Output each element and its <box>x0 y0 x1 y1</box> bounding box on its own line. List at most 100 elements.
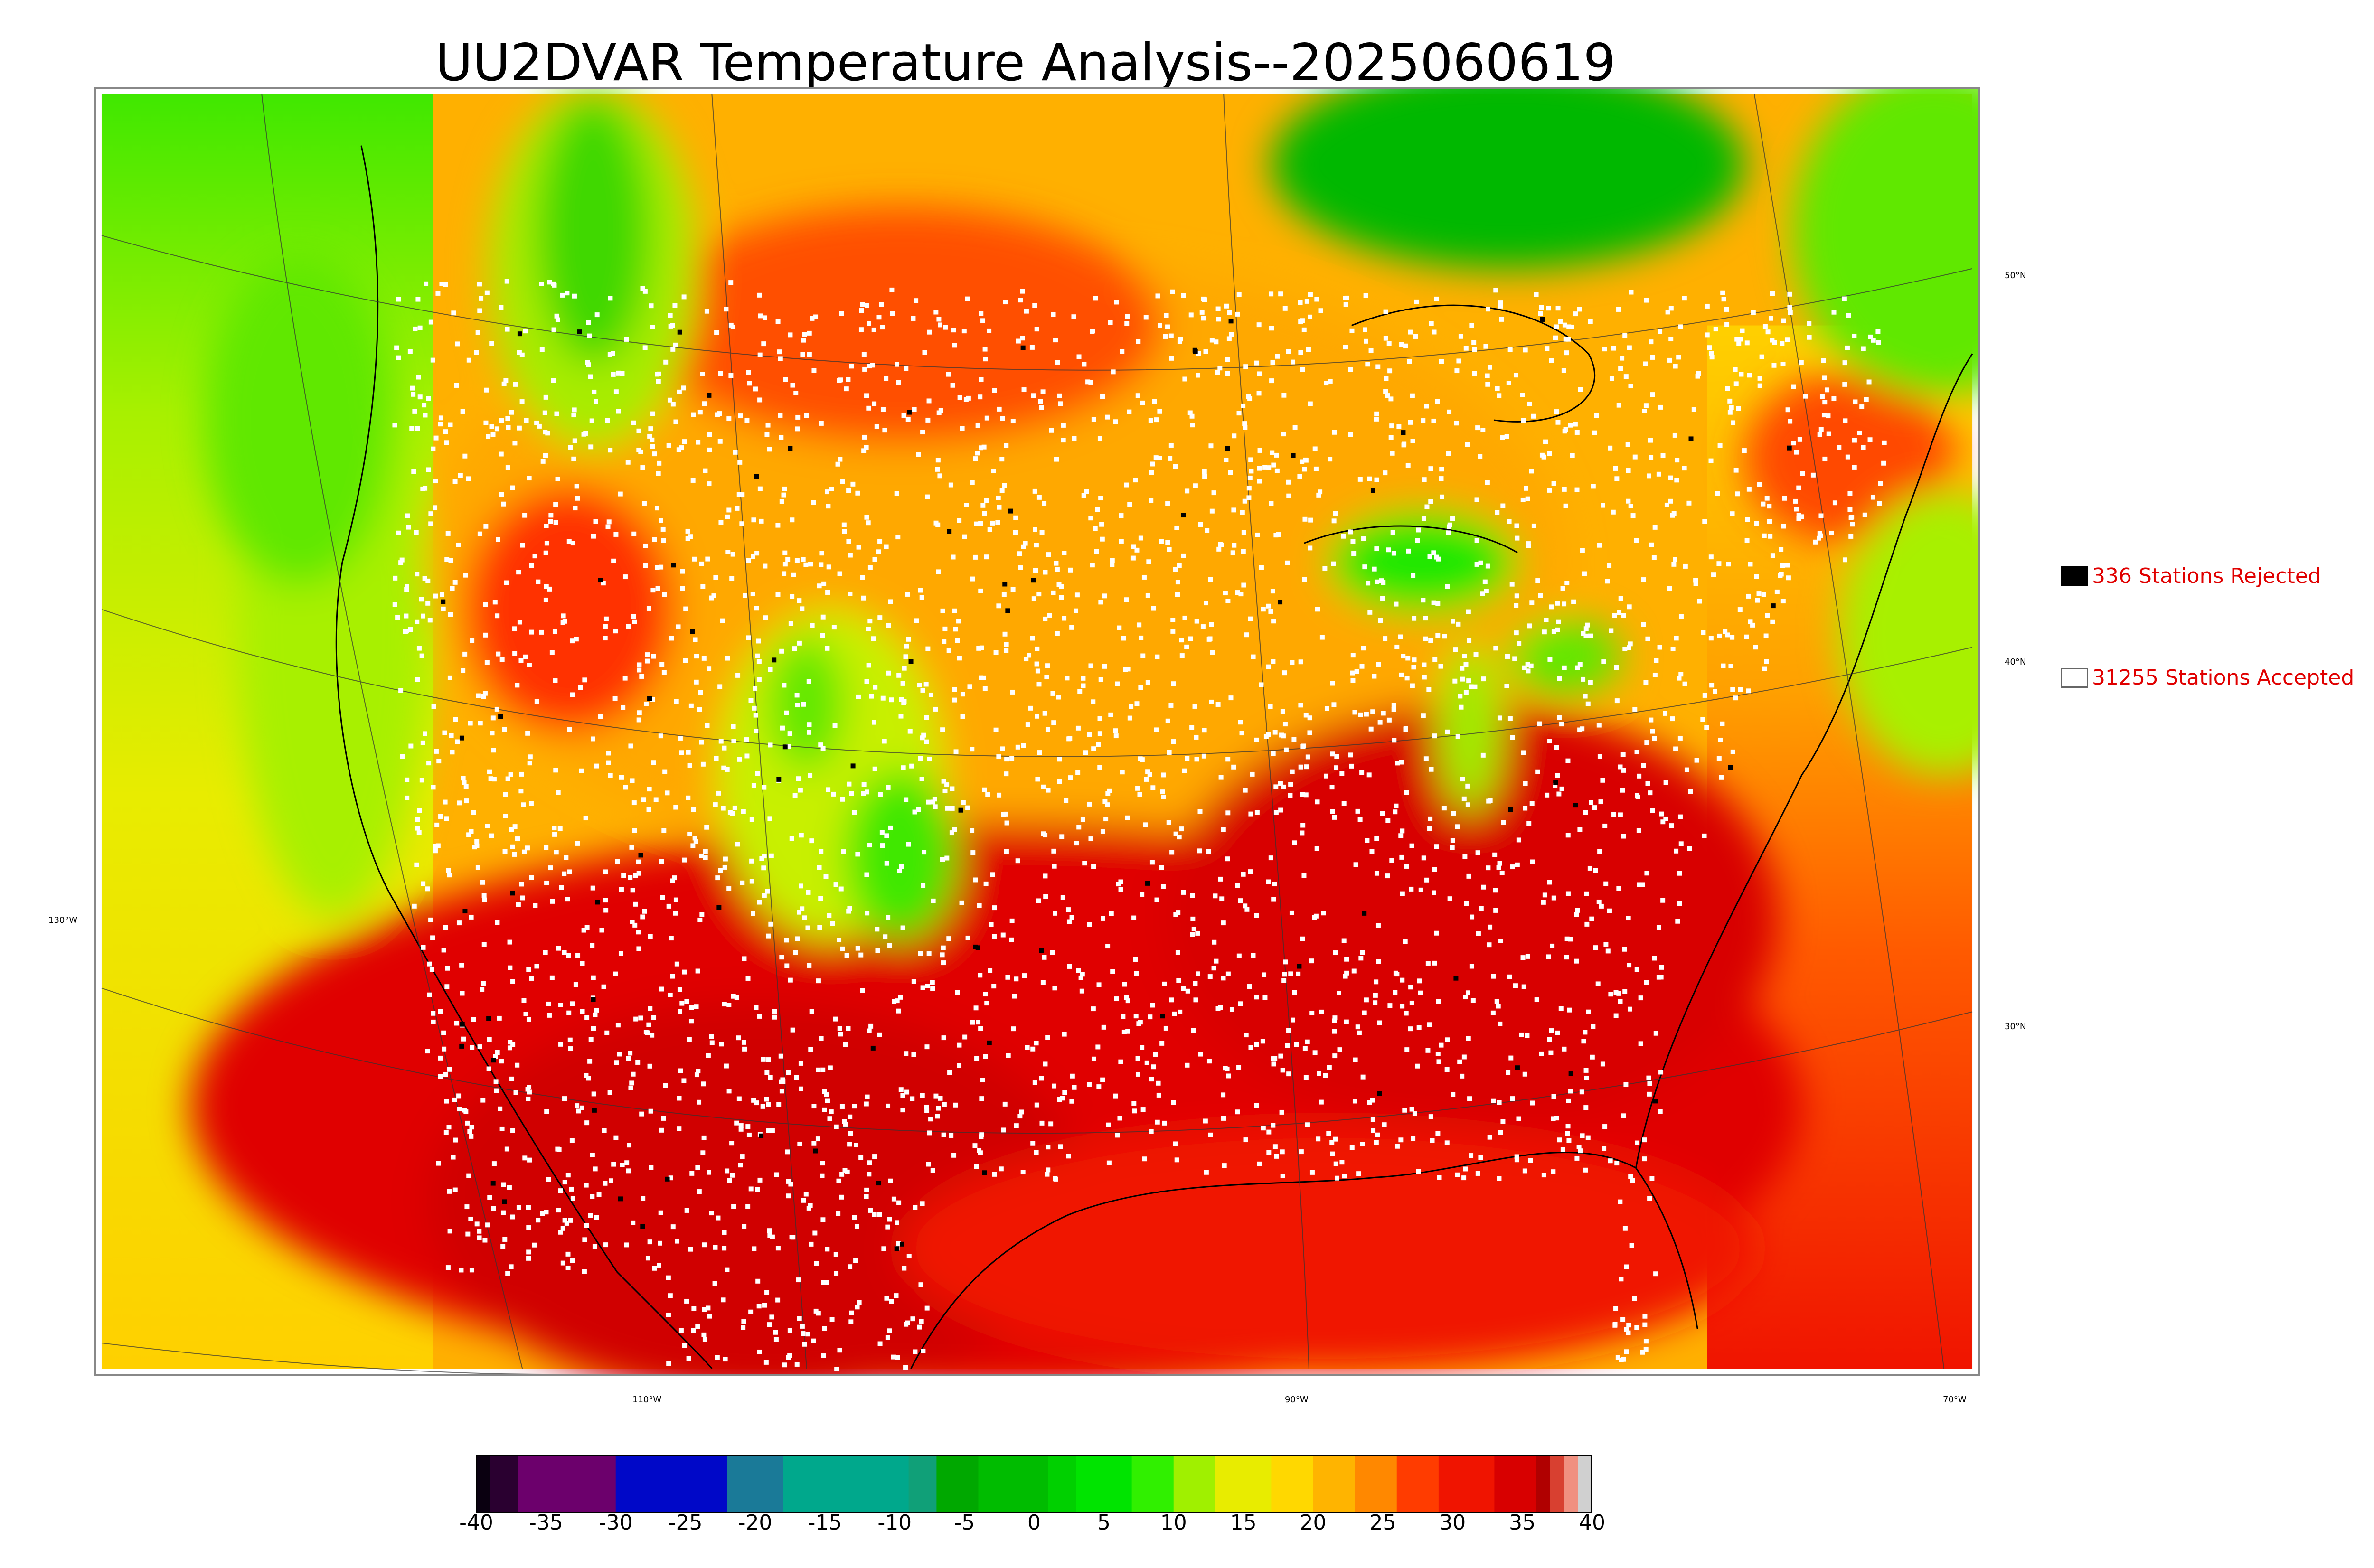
accepted-station-marker <box>515 683 520 688</box>
accepted-station-marker <box>764 1097 769 1102</box>
accepted-station-marker <box>1709 683 1715 688</box>
accepted-station-marker <box>965 805 970 810</box>
accepted-station-marker <box>790 383 795 388</box>
accepted-station-marker <box>964 503 969 507</box>
accepted-station-marker <box>496 651 501 657</box>
rejected-station-marker <box>491 1058 496 1063</box>
accepted-station-marker <box>1870 495 1875 500</box>
accepted-station-marker <box>1262 465 1268 470</box>
accepted-station-marker <box>762 854 767 859</box>
accepted-station-marker <box>825 1247 830 1252</box>
accepted-station-marker <box>655 586 660 591</box>
accepted-station-marker <box>1124 482 1129 488</box>
accepted-station-marker <box>438 1074 443 1079</box>
accepted-station-marker <box>1271 1123 1276 1128</box>
accepted-station-marker <box>1081 683 1086 688</box>
accepted-station-marker <box>1188 312 1194 318</box>
rejected-station-marker <box>1787 445 1792 451</box>
accepted-station-marker <box>1331 561 1336 566</box>
accepted-station-marker <box>1140 653 1146 658</box>
accepted-station-marker <box>1410 393 1415 398</box>
accepted-station-marker <box>1283 959 1288 965</box>
accepted-station-marker <box>1403 343 1408 348</box>
accepted-station-marker <box>1067 964 1072 969</box>
accepted-station-marker <box>1878 481 1883 486</box>
accepted-station-marker <box>1095 1044 1101 1050</box>
accepted-station-marker <box>678 1328 684 1333</box>
accepted-station-marker <box>1072 436 1077 441</box>
accepted-station-marker <box>666 1312 671 1317</box>
accepted-station-marker <box>509 410 514 415</box>
accepted-station-marker <box>396 530 401 535</box>
accepted-station-marker <box>501 501 506 507</box>
accepted-station-marker <box>1402 1108 1407 1113</box>
accepted-station-marker <box>825 646 830 651</box>
accepted-station-marker <box>1153 1052 1158 1057</box>
accepted-station-marker <box>1422 662 1427 667</box>
accepted-station-marker <box>1649 717 1654 723</box>
accepted-station-marker <box>1006 1053 1011 1058</box>
accepted-station-marker <box>400 754 405 759</box>
accepted-station-marker <box>1108 712 1113 717</box>
accepted-station-marker <box>790 1027 795 1033</box>
accepted-station-marker <box>801 1331 806 1336</box>
accepted-station-marker <box>522 1155 528 1161</box>
accepted-station-marker <box>647 1239 652 1245</box>
accepted-station-marker <box>1135 1056 1140 1061</box>
accepted-station-marker <box>1520 955 1526 960</box>
accepted-station-marker <box>1447 896 1452 901</box>
accepted-station-marker <box>1013 515 1018 520</box>
accepted-station-marker <box>651 654 656 659</box>
accepted-station-marker <box>1853 399 1858 404</box>
accepted-station-marker <box>1425 961 1431 966</box>
accepted-station-marker <box>1262 972 1267 977</box>
accepted-station-marker <box>608 773 613 778</box>
accepted-station-marker <box>1120 349 1125 354</box>
accepted-station-marker <box>1366 581 1371 586</box>
accepted-station-marker <box>1668 337 1674 342</box>
accepted-station-marker <box>1332 1053 1338 1059</box>
accepted-station-marker <box>1682 466 1687 471</box>
accepted-station-marker <box>1463 995 1468 1000</box>
accepted-station-marker <box>1257 448 1262 453</box>
accepted-station-marker <box>1471 340 1477 345</box>
accepted-station-marker <box>1562 665 1567 670</box>
accepted-station-marker <box>513 1090 518 1095</box>
accepted-station-marker <box>612 696 618 701</box>
accepted-station-marker <box>628 875 633 880</box>
accepted-station-marker <box>1650 729 1655 734</box>
accepted-station-marker <box>1372 674 1377 679</box>
accepted-station-marker <box>435 291 441 296</box>
accepted-station-marker <box>804 413 809 418</box>
accepted-station-marker <box>1216 317 1221 322</box>
accepted-station-marker <box>675 1239 680 1244</box>
accepted-station-marker <box>567 1037 573 1042</box>
accepted-station-marker <box>1592 805 1597 810</box>
accepted-station-marker <box>979 645 984 650</box>
accepted-station-marker <box>1198 1052 1203 1057</box>
accepted-station-marker <box>1658 329 1663 334</box>
accepted-station-marker <box>731 739 736 744</box>
accepted-station-marker <box>895 998 900 1004</box>
accepted-station-marker <box>1332 1015 1338 1021</box>
colorbar-tick-label: -15 <box>808 1511 842 1535</box>
accepted-station-marker <box>1475 850 1480 855</box>
accepted-station-marker <box>1350 670 1355 676</box>
accepted-station-marker <box>560 292 565 298</box>
accepted-station-marker <box>1439 494 1444 499</box>
accepted-station-marker <box>1428 1114 1433 1119</box>
accepted-station-marker <box>1298 659 1303 665</box>
accepted-station-marker <box>1047 613 1052 618</box>
accepted-station-marker <box>1257 1161 1262 1166</box>
accepted-station-marker <box>867 364 872 369</box>
accepted-station-marker <box>1404 1011 1409 1016</box>
accepted-station-marker <box>1091 1006 1096 1012</box>
accepted-station-marker <box>524 418 529 423</box>
accepted-station-marker <box>1341 534 1346 539</box>
accepted-station-marker <box>1852 465 1857 470</box>
accepted-station-marker <box>1556 619 1561 624</box>
accepted-station-marker <box>451 310 456 316</box>
accepted-station-marker <box>568 445 573 450</box>
accepted-station-marker <box>1817 531 1822 536</box>
accepted-station-marker <box>776 1102 782 1107</box>
